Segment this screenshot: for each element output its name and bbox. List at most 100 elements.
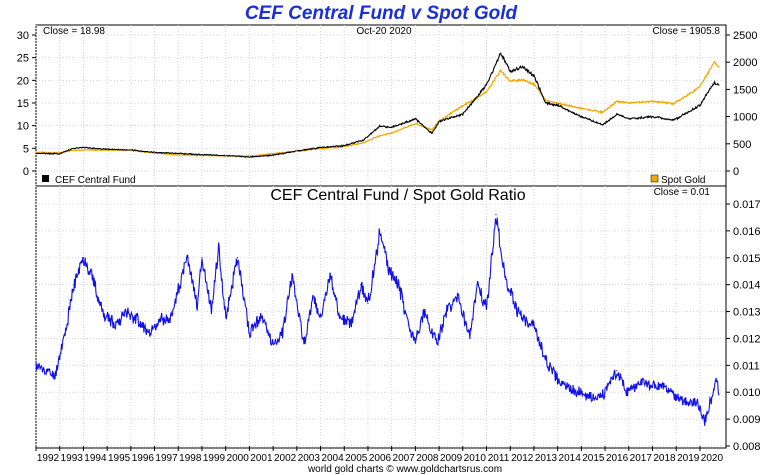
ratio-point [312, 297, 315, 299]
x-tick-label: 2013 [535, 453, 558, 464]
gold-close-label: Close = 1905.8 [652, 26, 720, 37]
x-tick-label: 1995 [108, 453, 131, 464]
ratio-point [568, 388, 571, 391]
x-tick-label: 1992 [37, 453, 60, 464]
left-tick-label: 30 [17, 30, 29, 42]
gold-point [225, 155, 227, 157]
cef-point [713, 82, 715, 84]
ratio-close-label: Close = 0.01 [654, 187, 711, 198]
gold-point [106, 149, 108, 151]
gold-point [699, 86, 701, 88]
legend-gold-swatch [650, 174, 659, 183]
gold-point [35, 151, 37, 153]
cef-point [616, 113, 618, 115]
ratio-point [545, 359, 547, 361]
ratio-point [137, 319, 139, 321]
ratio-point [715, 378, 718, 380]
ratio-point [469, 337, 471, 340]
left-tick-label: 10 [17, 121, 29, 133]
ratio-point [360, 284, 362, 286]
cef-point [602, 124, 604, 126]
ratio-tick-label: 0.011 [733, 360, 760, 372]
top-panel-frame [35, 24, 727, 187]
ratio-point [516, 310, 518, 313]
cef-point [699, 104, 701, 106]
ratio-tick-label: 0.014 [733, 280, 760, 292]
x-tick-label: 2005 [345, 453, 368, 464]
ratio-point [303, 343, 305, 345]
gold-point [272, 152, 274, 155]
x-tick-label: 2017 [630, 453, 653, 464]
ratio-point [217, 246, 220, 248]
gold-point [651, 100, 654, 102]
ratio-point [445, 310, 447, 313]
gold-point [414, 123, 416, 125]
ratio-point [675, 397, 677, 399]
gold-point [431, 129, 433, 131]
gold-point [296, 150, 298, 152]
cef-point [414, 118, 416, 120]
x-tick-label: 2016 [606, 453, 629, 464]
ratio-point [101, 310, 103, 313]
gold-point [500, 69, 502, 71]
ratio-point [625, 391, 628, 393]
ratio-chart-title: CEF Central Fund / Spot Gold Ratio [270, 187, 525, 204]
ratio-point [407, 324, 409, 326]
ratio-point [73, 284, 75, 286]
ratio-point [533, 324, 535, 326]
gold-point [673, 102, 675, 105]
x-tick-label: 1998 [179, 453, 202, 464]
gold-point [248, 155, 251, 157]
ratio-point [248, 332, 251, 334]
cef-point [557, 104, 559, 106]
x-tick-label: 1997 [155, 453, 178, 464]
ratio-point [663, 386, 665, 388]
gold-point [379, 135, 381, 137]
left-tick-label: 20 [17, 75, 29, 87]
gold-point [580, 107, 582, 110]
ratio-point [687, 402, 689, 404]
cef-point [485, 84, 488, 86]
ratio-point [168, 321, 170, 323]
cef-point [431, 132, 433, 134]
ratio-point [329, 273, 331, 275]
ratio-point [424, 310, 426, 313]
cef-close-label: Close = 18.98 [43, 26, 105, 37]
ratio-point [718, 394, 720, 396]
gold-point [82, 149, 85, 151]
ratio-tick-label: 0.009 [733, 414, 760, 426]
gold-point [616, 100, 618, 102]
gold-point [557, 102, 559, 104]
ratio-point [66, 324, 68, 326]
cef-series-line [35, 52, 719, 158]
x-tick-label: 2004 [321, 453, 344, 464]
x-tick-label: 2008 [416, 453, 439, 464]
left-tick-label: 25 [17, 53, 29, 65]
gold-point [70, 149, 73, 151]
gold-point [687, 94, 689, 96]
ratio-point [604, 391, 606, 393]
ratio-point [495, 214, 497, 216]
gold-point [713, 61, 715, 63]
ratio-point [161, 316, 163, 318]
ratio-point [201, 257, 203, 259]
x-tick-label: 2006 [369, 453, 392, 464]
ratio-point [236, 257, 239, 259]
cef-point [651, 116, 654, 118]
gold-point [59, 152, 61, 154]
ratio-point [651, 386, 654, 388]
gold-point [509, 80, 511, 82]
cef-point [718, 84, 720, 86]
ratio-point [350, 324, 352, 326]
ratio-point [260, 316, 262, 318]
gold-point [391, 132, 393, 134]
left-tick-label: 5 [23, 143, 29, 155]
ratio-point [704, 421, 706, 423]
top-chart-title: CEF Central Fund v Spot Gold [245, 3, 518, 24]
x-tick-label: 1993 [61, 453, 84, 464]
ratio-point [414, 337, 416, 340]
gold-point [201, 154, 203, 157]
ratio-point [367, 302, 369, 305]
cef-point [59, 153, 61, 155]
x-tick-label: 1994 [84, 453, 107, 464]
